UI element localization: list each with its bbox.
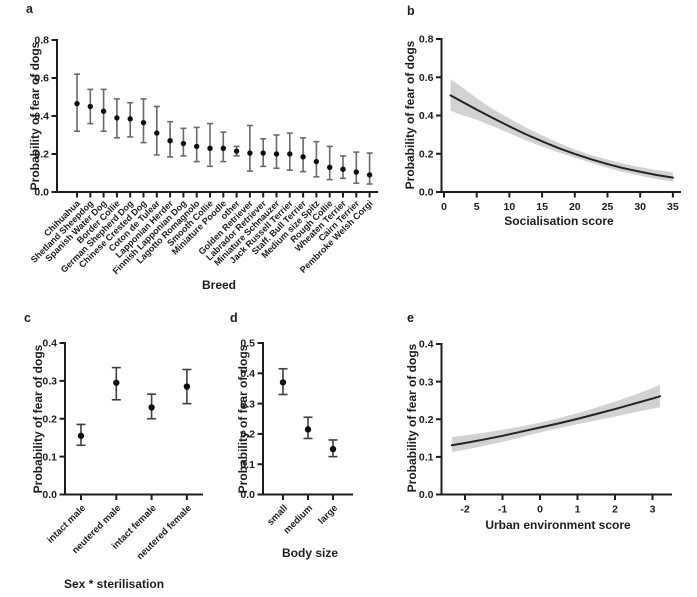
confidence-band	[451, 385, 660, 452]
confidence-band	[450, 79, 673, 182]
panel-b-y-tick-label: 0.4	[419, 110, 434, 122]
data-point	[87, 103, 94, 110]
panel-c-y-tick-label: 0.1	[42, 451, 57, 463]
data-point	[329, 445, 337, 453]
data-point	[300, 154, 306, 160]
panel-a-y-tick-label: 0.0	[34, 187, 49, 199]
panel-e-x-tick-label: 3	[650, 504, 656, 516]
trend-line	[449, 94, 674, 179]
panel-a-y-tick-label: 0.2	[34, 149, 49, 161]
panel-e-y-tick-label: 0.2	[419, 414, 434, 426]
data-point	[220, 145, 226, 151]
panel-c-y-tick-label: 0.4	[42, 338, 57, 350]
panel-c-letter: c	[24, 311, 31, 325]
data-point	[313, 158, 320, 165]
panel-e-x-tick-label: -2	[460, 504, 469, 516]
panel-c-x-axis-title: Sex * sterilisation	[63, 577, 165, 591]
data-point	[327, 164, 333, 170]
data-point	[194, 143, 200, 150]
data-point	[183, 383, 191, 390]
panel-e-x-tick-label: -1	[498, 504, 507, 516]
panel-d-letter: d	[230, 311, 238, 325]
data-point	[148, 404, 155, 411]
panel-e-y-tick-label: 0.0	[419, 489, 434, 501]
panel-d-x-axis-title: Body size	[281, 546, 339, 560]
panel-e-y-tick-label: 0.3	[419, 376, 434, 388]
data-point	[366, 172, 373, 178]
panel-d-y-tick-label: 0.5	[240, 338, 255, 350]
panel-d-y-tick-label: 0.4	[240, 368, 255, 380]
panel-b-x-tick-label: 0	[441, 201, 447, 213]
data-point	[113, 379, 120, 386]
data-point	[207, 145, 213, 151]
panel-e-y-tick-label: 0.4	[419, 339, 434, 351]
panel-d-category-label: large	[316, 503, 340, 527]
panel-b-x-tick-label: 15	[536, 201, 548, 213]
data-point	[140, 119, 147, 126]
data-point	[77, 432, 85, 439]
panel-e-letter: e	[407, 311, 414, 325]
panel-c-y-tick-label: 0.0	[42, 489, 57, 501]
data-point	[260, 150, 266, 156]
data-point	[167, 138, 173, 144]
panel-a-y-axis-title: Probability of fear of dogs	[28, 41, 42, 191]
panel-a-y-tick-label: 0.8	[34, 35, 49, 47]
panel-d-y-tick-label: 0.1	[240, 459, 255, 471]
panel-b-y-tick-label: 0.8	[419, 34, 434, 46]
panel-b-x-tick-label: 35	[667, 201, 679, 213]
data-point	[273, 151, 280, 157]
data-point	[100, 108, 107, 114]
panel-e-x-tick-label: 0	[537, 504, 543, 516]
panel-c-y-axis-title: Probability of fear of dogs	[31, 344, 45, 494]
panel-c-axes	[64, 342, 203, 496]
panel-c-y-tick-label: 0.3	[42, 376, 57, 388]
data-point	[279, 379, 287, 386]
panel-a-x-axis-title: Breed	[201, 278, 237, 292]
data-point	[74, 100, 80, 107]
panel-b-y-tick-label: 0.6	[419, 72, 434, 84]
panel-e-x-tick-label: 1	[575, 504, 581, 516]
panel-d-y-tick-label: 0.2	[240, 429, 255, 441]
data-point	[353, 169, 359, 175]
panel-e-y-tick-label: 0.1	[419, 452, 434, 464]
panel-a-letter: a	[26, 2, 33, 16]
panel-b-x-tick-label: 30	[634, 201, 646, 213]
data-point	[247, 150, 253, 156]
data-point	[180, 140, 187, 147]
panel-b-y-axis-title: Probability of fear of dogs	[403, 40, 417, 190]
data-point	[127, 116, 133, 122]
panel-e-x-axis-title: Urban environment score	[485, 518, 631, 532]
panel-c-y-tick-label: 0.2	[42, 413, 57, 425]
data-point	[114, 115, 120, 121]
panel-d-y-axis-title: Probability of fear of dogs	[236, 344, 250, 494]
data-point	[154, 130, 160, 136]
panel-a-y-tick-label: 0.6	[34, 73, 49, 85]
panel-a-y-tick-label: 0.4	[34, 111, 49, 123]
panel-b-x-axis-title: Socialisation score	[504, 214, 614, 228]
panel-b-x-tick-label: 5	[474, 201, 480, 213]
panel-b-letter: b	[407, 4, 415, 18]
trend-line	[450, 395, 661, 447]
data-point	[304, 426, 312, 433]
panel-e-x-tick-label: 2	[612, 504, 618, 516]
panel-b-x-tick-label: 25	[602, 201, 614, 213]
data-point	[340, 166, 346, 172]
data-point	[233, 148, 240, 154]
panel-b-y-tick-label: 0.2	[419, 148, 434, 160]
panel-d-y-tick-label: 0.0	[240, 489, 255, 501]
data-point	[287, 151, 293, 157]
panel-b-y-tick-label: 0.0	[419, 187, 434, 199]
panel-b-x-tick-label: 10	[504, 201, 516, 213]
panel-b-x-tick-label: 20	[569, 201, 581, 213]
panel-d-y-tick-label: 0.3	[240, 398, 255, 410]
panel-e-y-axis-title: Probability of fear of dogs	[405, 343, 419, 493]
